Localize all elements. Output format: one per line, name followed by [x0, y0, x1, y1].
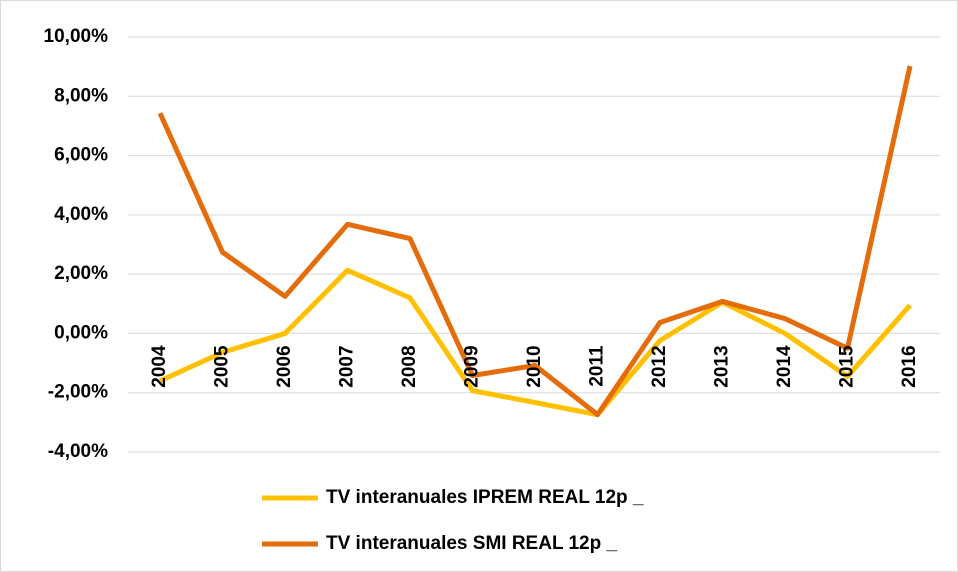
x-tick-label: 2006 — [274, 345, 295, 387]
y-tick-label: 2,00% — [54, 263, 108, 284]
y-tick-label: 0,00% — [54, 322, 108, 343]
x-tick-label: 2009 — [462, 345, 483, 387]
y-tick-label: 8,00% — [54, 85, 108, 106]
series-line — [157, 65, 913, 418]
legend-label: TV interanuales SMI REAL 12p _ — [326, 533, 618, 554]
series-line — [158, 267, 912, 418]
y-tick-label: 10,00% — [44, 26, 109, 47]
y-tick-label: -2,00% — [48, 382, 108, 403]
x-tick-label: 2005 — [212, 345, 233, 388]
x-tick-label: 2016 — [899, 345, 920, 387]
x-tick-label: 2011 — [587, 345, 608, 387]
x-tick-label: 2015 — [837, 345, 858, 388]
y-tick-label: -4,00% — [48, 441, 108, 462]
x-tick-label: 2014 — [774, 345, 795, 388]
legend-label: TV interanuales IPREM REAL 12p _ — [326, 487, 644, 508]
y-tick-label: 4,00% — [54, 204, 108, 225]
x-tick-label: 2008 — [399, 345, 420, 387]
y-tick-label: 6,00% — [54, 145, 108, 166]
x-tick-label: 2010 — [524, 345, 545, 387]
x-tick-label: 2012 — [649, 345, 670, 387]
x-tick-label: 2004 — [149, 345, 170, 388]
x-tick-label: 2013 — [712, 345, 733, 387]
x-tick-label: 2007 — [337, 345, 358, 387]
